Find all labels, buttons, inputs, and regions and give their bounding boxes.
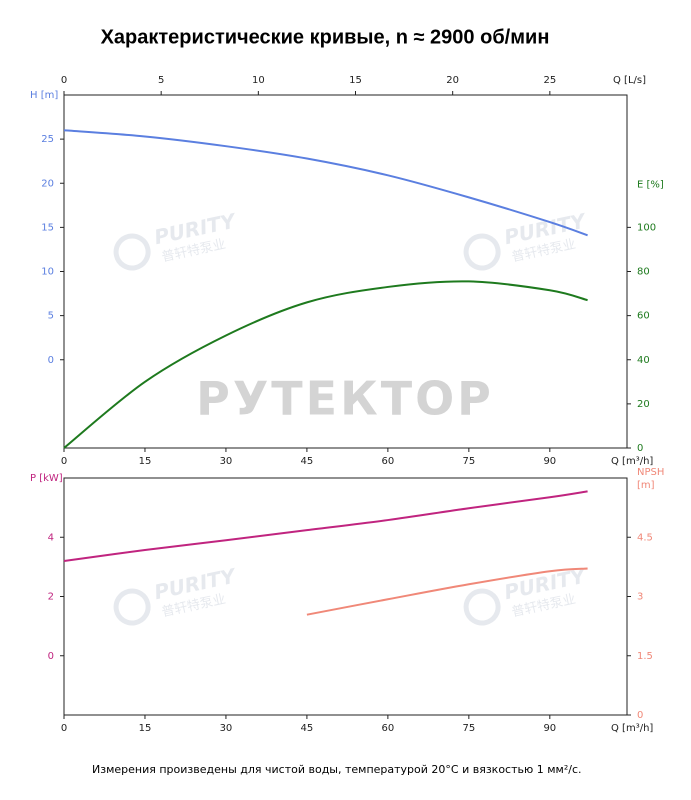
x2-tick-label: 20 — [446, 75, 459, 86]
page-title: Характеристические кривые, n ≈ 2900 об/м… — [101, 26, 550, 48]
curve — [306, 567, 588, 616]
y-axis-label: H [m] — [30, 90, 58, 101]
y2-axis-label: E [%] — [637, 179, 664, 190]
y-tick-label: 0 — [48, 355, 54, 366]
y2-tick-label: 0 — [637, 443, 643, 454]
x-tick-label: 30 — [220, 723, 233, 734]
logo-icon — [463, 588, 501, 626]
x2-tick-label: 15 — [349, 75, 362, 86]
x2-tick-label: 10 — [252, 75, 265, 86]
x-tick-label: 60 — [382, 723, 395, 734]
y-tick-label: 10 — [41, 267, 54, 278]
curve — [63, 129, 588, 237]
x2-tick-label: 0 — [61, 75, 67, 86]
y-axis-label: P [kW] — [30, 473, 63, 484]
x-tick-label: 60 — [382, 456, 395, 467]
x-tick-label: 0 — [61, 723, 67, 734]
x-axis-label: Q [m³/h] — [611, 723, 653, 734]
x-tick-label: 45 — [301, 723, 314, 734]
y-tick-label: 20 — [41, 178, 54, 189]
curve — [63, 280, 588, 449]
y-tick-label: 5 — [48, 311, 54, 322]
watermark: РУТЕКТОР — [196, 372, 494, 426]
x-tick-label: 45 — [301, 456, 314, 467]
curve — [63, 490, 588, 562]
x2-tick-label: 25 — [543, 75, 556, 86]
y-tick-label: 25 — [41, 134, 54, 145]
x-tick-label: 15 — [139, 456, 152, 467]
y-tick-label: 4 — [48, 532, 54, 543]
y2-axis-label: [m] — [637, 480, 655, 491]
x-tick-label: 75 — [462, 723, 475, 734]
y2-axis-label: NPSH — [637, 467, 664, 478]
y2-tick-label: 100 — [637, 222, 656, 233]
y2-tick-label: 40 — [637, 355, 650, 366]
y2-tick-label: 4.5 — [637, 532, 653, 543]
y2-tick-label: 20 — [637, 399, 650, 410]
y2-tick-label: 60 — [637, 311, 650, 322]
y-tick-label: 2 — [48, 592, 54, 603]
x2-tick-label: 5 — [158, 75, 164, 86]
y2-tick-label: 1.5 — [637, 651, 653, 662]
x-tick-label: 90 — [543, 456, 556, 467]
x-tick-label: 75 — [462, 456, 475, 467]
logo-icon — [113, 233, 151, 271]
y-tick-label: 15 — [41, 222, 54, 233]
y2-tick-label: 80 — [637, 267, 650, 278]
x-tick-label: 90 — [543, 723, 556, 734]
x-tick-label: 0 — [61, 456, 67, 467]
logo-icon — [463, 233, 501, 271]
x-axis-label: Q [m³/h] — [611, 456, 653, 467]
x-tick-label: 30 — [220, 456, 233, 467]
y2-tick-label: 3 — [637, 592, 643, 603]
footnote: Измерения произведены для чистой воды, т… — [92, 763, 582, 776]
y2-tick-label: 0 — [637, 710, 643, 721]
x2-axis-label: Q [L/s] — [613, 75, 646, 86]
x-tick-label: 15 — [139, 723, 152, 734]
logo-icon — [113, 588, 151, 626]
y-tick-label: 0 — [48, 651, 54, 662]
